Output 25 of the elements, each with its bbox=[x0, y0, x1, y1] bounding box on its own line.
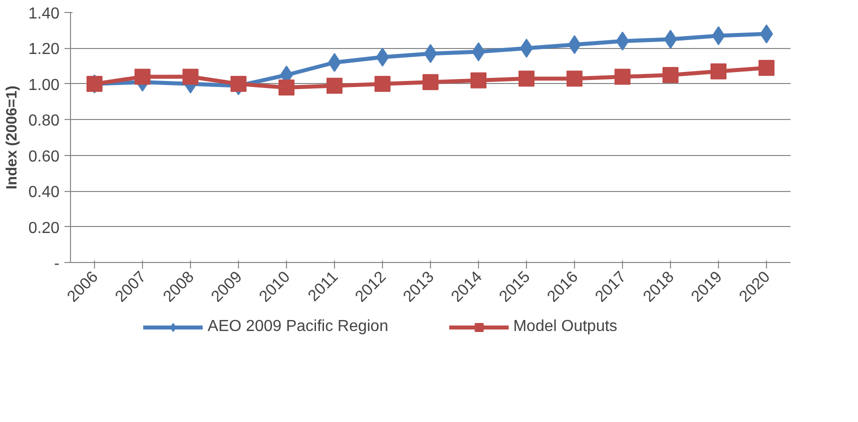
legend-label: Model Outputs bbox=[513, 318, 618, 336]
point bbox=[278, 80, 294, 96]
point bbox=[662, 67, 678, 83]
point bbox=[758, 60, 774, 76]
y-tick-label: 1.00 bbox=[28, 76, 60, 94]
point bbox=[566, 70, 582, 87]
point bbox=[470, 72, 486, 88]
point bbox=[326, 78, 342, 94]
point bbox=[182, 68, 198, 85]
y-tick-label: 1.40 bbox=[28, 6, 60, 22]
y-axis-title: Index (2006=1) bbox=[3, 86, 20, 190]
point bbox=[374, 76, 390, 92]
point bbox=[518, 70, 534, 87]
point bbox=[230, 76, 246, 92]
y-tick-label: 1.20 bbox=[28, 41, 60, 58]
legend-label: AEO 2009 Pacific Region bbox=[208, 318, 388, 336]
y-tick-label: 0.60 bbox=[28, 148, 60, 166]
y-tick-label: 0.40 bbox=[28, 184, 60, 202]
y-tick-label: - bbox=[54, 256, 60, 272]
y-tick-label: 0.20 bbox=[28, 220, 60, 237]
y-tick-label: 0.80 bbox=[28, 112, 60, 130]
point bbox=[134, 68, 150, 85]
point bbox=[422, 74, 438, 90]
point bbox=[710, 63, 726, 80]
point bbox=[614, 68, 630, 85]
